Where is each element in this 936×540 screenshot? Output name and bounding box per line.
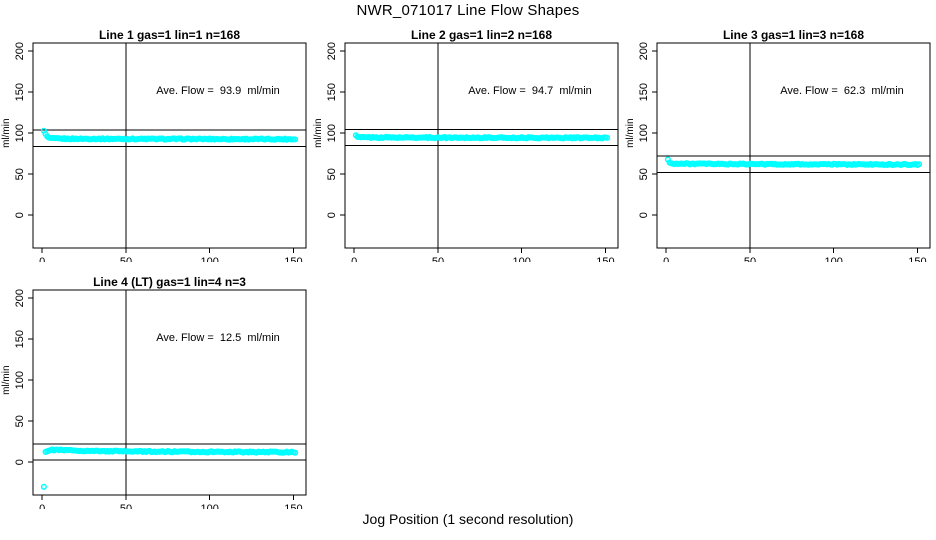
ave-flow-annotation: Ave. Flow = 93.9 ml/min xyxy=(156,85,280,97)
plot-svg: 0 50 100 150 0 50 100 150 200 ml/min xyxy=(625,42,931,262)
data-point xyxy=(292,449,299,456)
x-tick-label: 0 xyxy=(39,503,45,509)
plot-box xyxy=(32,289,307,496)
plot-box xyxy=(344,42,619,249)
y-tick-label: 0 xyxy=(326,212,338,218)
y-tick-label: 100 xyxy=(326,124,338,142)
x-tick-label: 50 xyxy=(120,503,132,509)
x-tick-label: 100 xyxy=(825,256,843,262)
y-tick-label: 200 xyxy=(14,289,26,307)
y-tick-label: 200 xyxy=(638,42,650,60)
figure-title: NWR_071017 Line Flow Shapes xyxy=(356,2,580,19)
y-tick-label: 50 xyxy=(326,168,338,180)
y-tick-label: 100 xyxy=(14,124,26,142)
subplot-line-2: Line 2 gas=1 lin=2 n=168 0 50 100 150 0 50 100… xyxy=(312,15,624,262)
data-points xyxy=(664,156,923,169)
data-points xyxy=(40,127,299,143)
data-points xyxy=(40,446,299,490)
x-tick-label: 150 xyxy=(908,256,926,262)
x-tick-label: 150 xyxy=(596,256,614,262)
subplot-title: Line 4 (LT) gas=1 lin=4 n=3 xyxy=(93,275,246,289)
data-point xyxy=(40,483,47,490)
data-point xyxy=(292,136,299,143)
plot-svg: 0 50 100 150 0 50 100 150 200 ml/min xyxy=(313,42,619,262)
y-tick-label: 0 xyxy=(14,212,26,218)
x-tick-label: 150 xyxy=(284,256,302,262)
y-axis-label: ml/min xyxy=(625,118,636,147)
plot-box xyxy=(656,42,931,249)
y-tick-label: 150 xyxy=(638,83,650,101)
plot-box xyxy=(32,42,307,249)
y-axis-label: ml/min xyxy=(313,118,324,147)
x-tick-label: 50 xyxy=(744,256,756,262)
y-tick-label: 0 xyxy=(14,459,26,465)
data-point xyxy=(916,161,923,168)
y-tick-label: 100 xyxy=(14,371,26,389)
y-tick-label: 50 xyxy=(14,415,26,427)
subplot-title: Line 2 gas=1 lin=2 n=168 xyxy=(410,28,553,42)
y-tick-label: 150 xyxy=(326,83,338,101)
x-tick-label: 0 xyxy=(351,256,357,262)
ave-flow-annotation: Ave. Flow = 62.3 ml/min xyxy=(780,85,904,97)
y-tick-label: 100 xyxy=(638,124,650,142)
y-tick-label: 200 xyxy=(326,42,338,60)
ave-flow-annotation: Ave. Flow = 12.5 ml/min xyxy=(156,332,280,344)
x-tick-label: 100 xyxy=(201,256,219,262)
subplot-title: Line 1 gas=1 lin=1 n=168 xyxy=(98,28,241,42)
x-tick-label: 50 xyxy=(432,256,444,262)
ave-flow-annotation: Ave. Flow = 94.7 ml/min xyxy=(468,85,592,97)
x-tick-label: 0 xyxy=(39,256,45,262)
y-tick-label: 0 xyxy=(638,212,650,218)
plot-svg: 0 50 100 150 0 50 100 150 200 ml/min xyxy=(1,42,307,262)
subplot-line-3: Line 3 gas=1 lin=3 n=168 0 50 100 150 0 50 100… xyxy=(624,15,936,262)
x-tick-label: 100 xyxy=(201,503,219,509)
x-tick-label: 100 xyxy=(513,256,531,262)
x-tick-label: 50 xyxy=(120,256,132,262)
subplot-line-1: Line 1 gas=1 lin=1 n=168 0 50 100 150 0 50 100… xyxy=(0,15,312,262)
y-tick-label: 150 xyxy=(14,330,26,348)
plot-svg: 0 50 100 150 0 50 100 150 200 ml/min xyxy=(1,289,307,509)
y-axis-label: ml/min xyxy=(1,365,12,394)
x-tick-label: 0 xyxy=(663,256,669,262)
y-axis-label: ml/min xyxy=(1,118,12,147)
data-point xyxy=(604,134,611,141)
x-tick-label: 150 xyxy=(284,503,302,509)
y-tick-label: 200 xyxy=(14,42,26,60)
x-axis-label: Jog Position (1 second resolution) xyxy=(362,511,574,527)
subplot-line-4: Line 4 (LT) gas=1 lin=4 n=3 0 50 100 150 0 50… xyxy=(0,262,312,509)
y-tick-label: 50 xyxy=(14,168,26,180)
y-tick-label: 150 xyxy=(14,83,26,101)
y-tick-label: 50 xyxy=(638,168,650,180)
subplot-title: Line 3 gas=1 lin=3 n=168 xyxy=(722,28,865,42)
data-points xyxy=(352,132,611,142)
